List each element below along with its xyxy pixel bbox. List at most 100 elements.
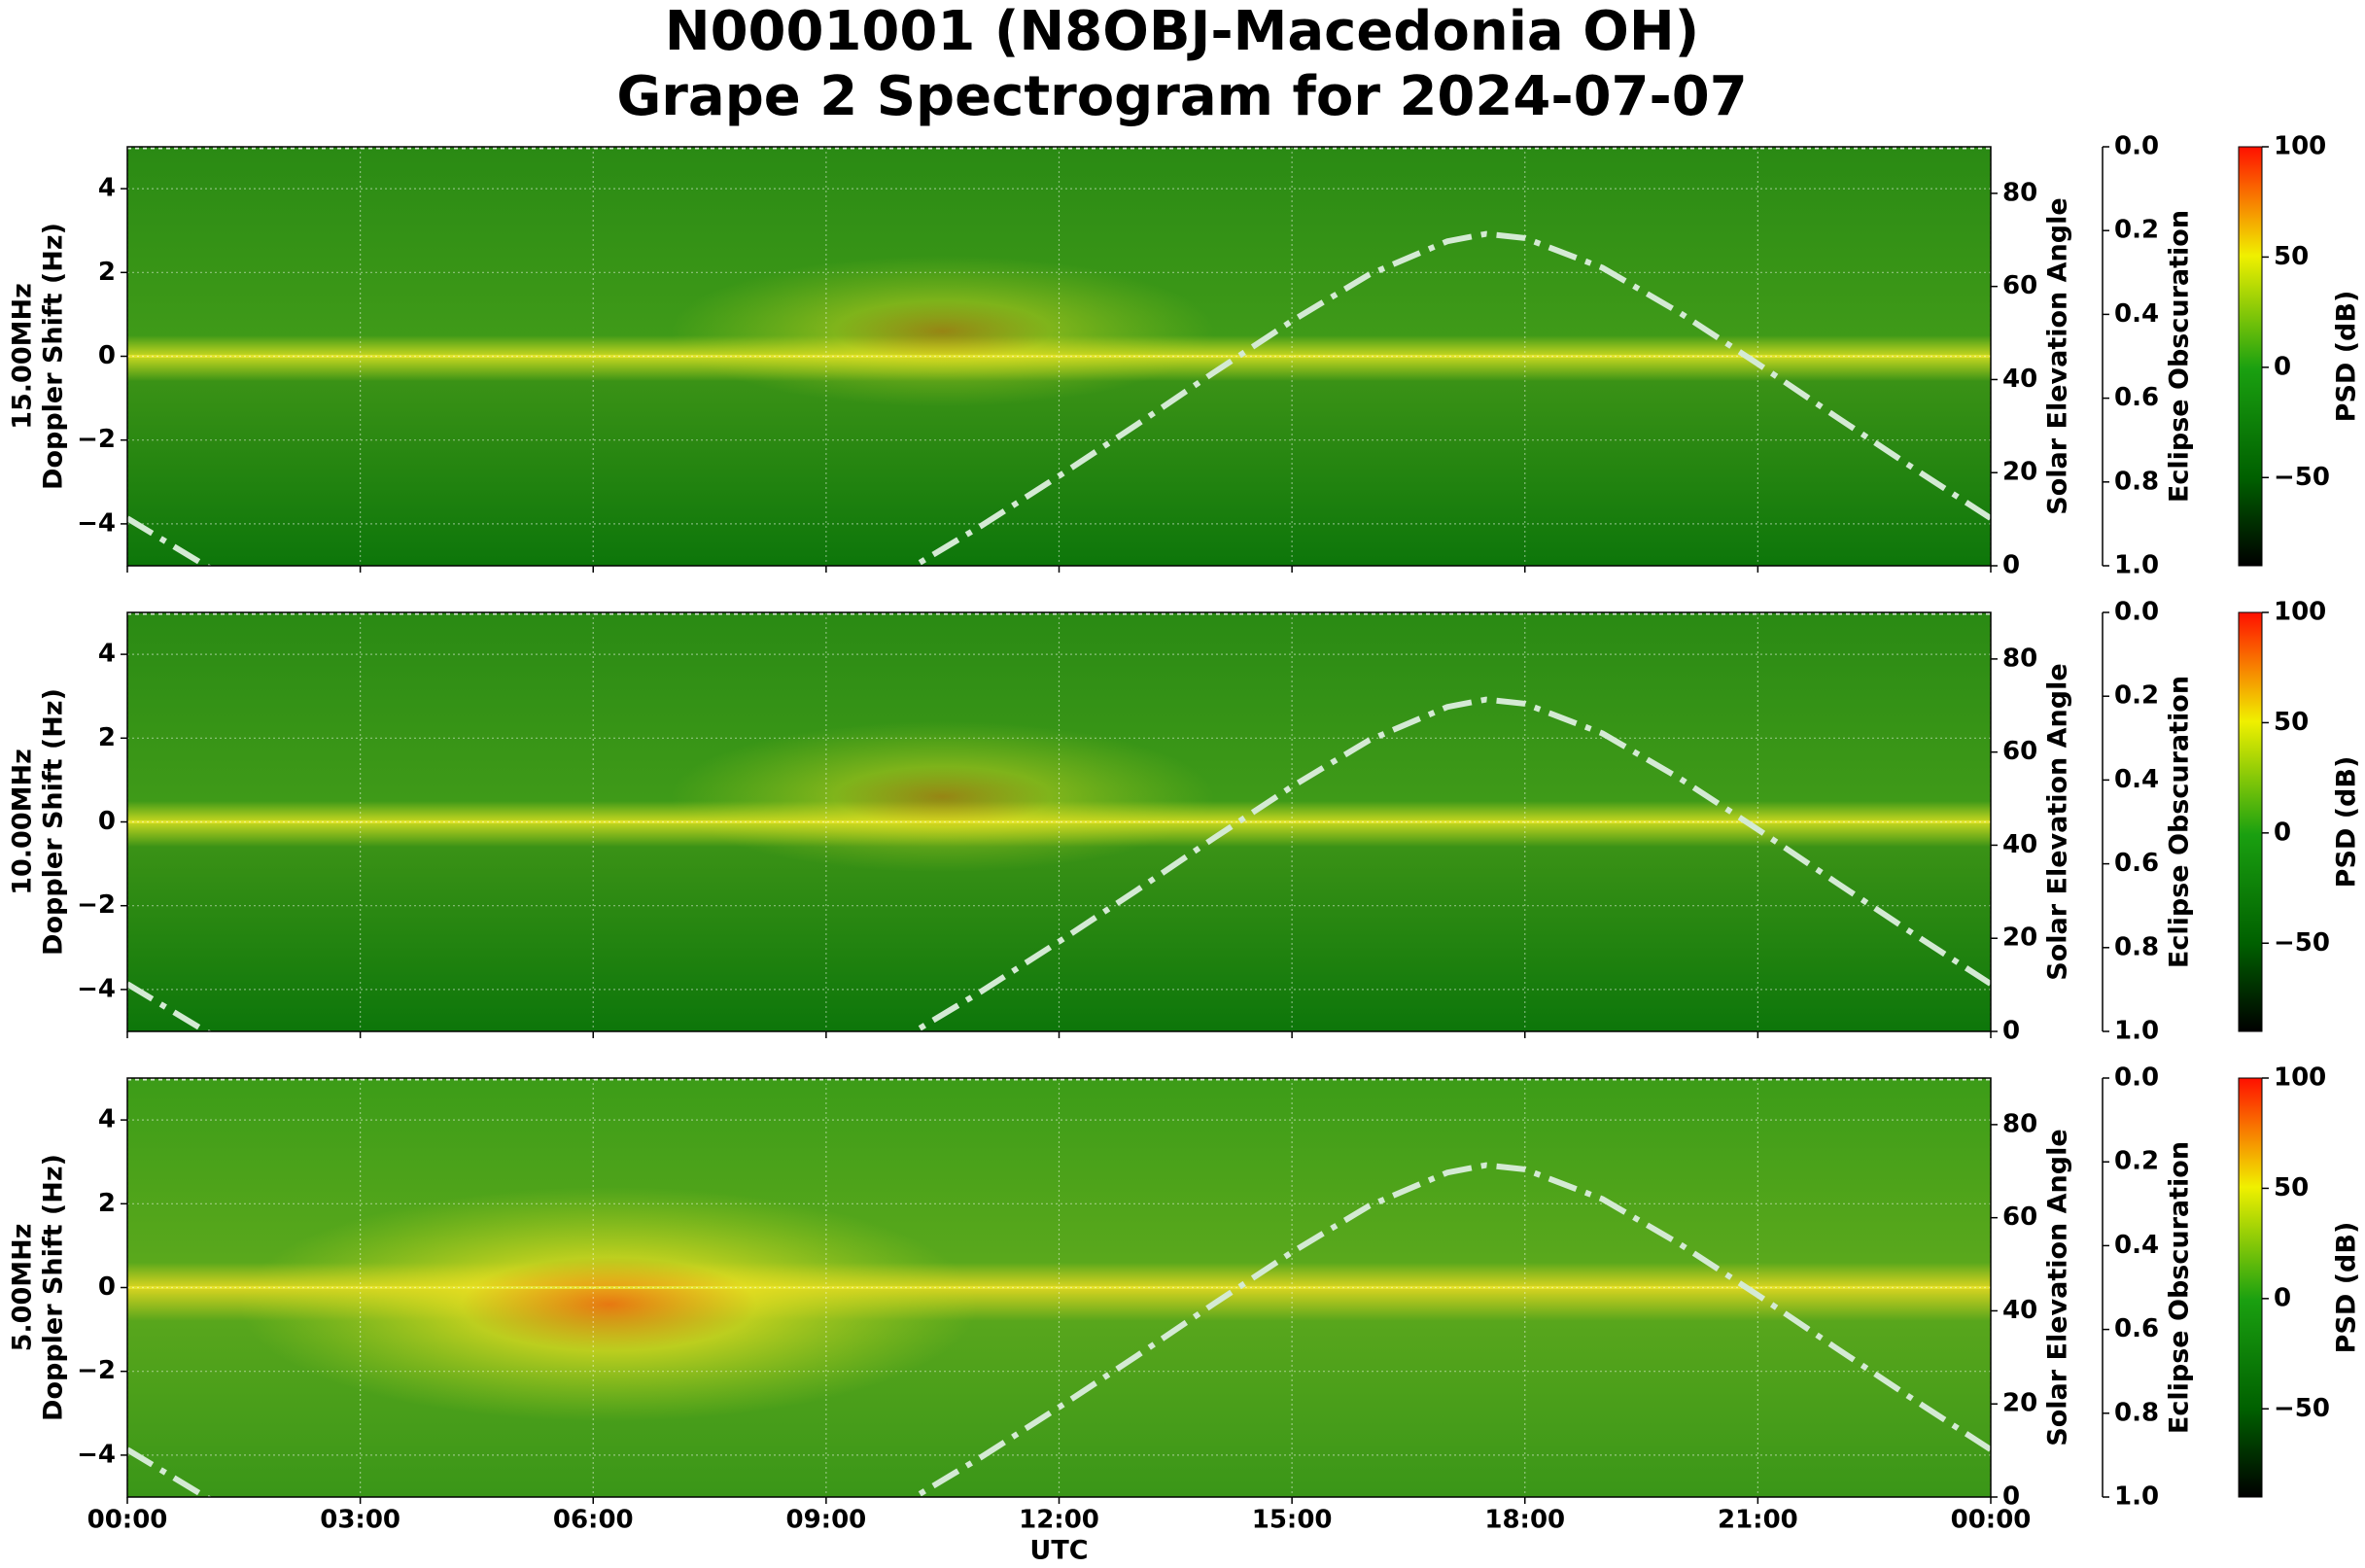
elevation-line (127, 696, 1991, 1031)
y-tick-label: −2 (77, 425, 116, 454)
elevation-line (127, 1162, 1991, 1497)
colorbar-tick-label: −50 (2274, 928, 2330, 958)
eclipse-tick-label: 0.0 (2114, 1063, 2159, 1093)
y2-tick-label: 20 (2002, 923, 2037, 953)
y-tick-label: 2 (98, 258, 116, 287)
eclipse-tick-label: 0.2 (2114, 216, 2159, 245)
x-tick-label: 21:00 (1718, 1506, 1798, 1535)
x-tick-label: 18:00 (1484, 1506, 1565, 1535)
title-line: N0001001 (N8OBJ-Macedonia OH) (665, 0, 1700, 63)
y-tick-label: 2 (98, 1189, 116, 1218)
colorbar-tick-label: −50 (2274, 463, 2330, 492)
y-tick-label: 4 (98, 1105, 116, 1134)
eclipse-tick-label: 0.4 (2114, 1231, 2159, 1260)
colorbar-tick-label: 50 (2274, 708, 2309, 737)
y-tick-label: 0 (98, 1272, 116, 1302)
y-tick-label: 0 (98, 807, 116, 836)
y2-tick-label: 60 (2002, 737, 2037, 766)
colorbar-tick-label: 50 (2274, 242, 2309, 271)
spectrogram-hot (239, 1187, 978, 1422)
elevation-line (127, 230, 1991, 566)
y-tick-label: 2 (98, 723, 116, 752)
y-tick-label: 4 (98, 174, 116, 203)
plot (127, 1078, 1991, 1497)
y2-tick-label: 20 (2002, 458, 2037, 487)
eclipse-tick-label: 0.2 (2114, 1147, 2159, 1176)
y-tick-label: −4 (77, 1440, 116, 1469)
y-tick-label: −2 (77, 1356, 116, 1385)
x-tick-label: 00:00 (1951, 1506, 2032, 1535)
eclipse-tick-label: 1.0 (2114, 1482, 2159, 1512)
y-tick-label: −4 (77, 974, 116, 1003)
eclipse-tick-label: 0.6 (2114, 849, 2159, 878)
y2-tick-label: 0 (2002, 1482, 2020, 1512)
y-tick-label: 0 (98, 341, 116, 370)
y2-tick-label: 40 (2002, 830, 2037, 859)
y2-axis-label: Solar Elevation Angle (2043, 1129, 2073, 1446)
y-axis-label: Doppler Shift (Hz) (39, 1154, 69, 1421)
y-axis-label: Doppler Shift (Hz) (39, 223, 69, 490)
y-axis-label: 5.00MHz (8, 1224, 38, 1352)
eclipse-axis-label: Eclipse Obscuration (2165, 676, 2195, 968)
colorbar-label: PSD (dB) (2332, 756, 2362, 889)
y2-axis-label: Solar Elevation Angle (2043, 663, 2073, 980)
eclipse-tick-label: 0.6 (2114, 383, 2159, 412)
y-axis-label: Doppler Shift (Hz) (39, 688, 69, 956)
colorbar-tick-label: 0 (2274, 818, 2291, 847)
colorbar-tick-label: 50 (2274, 1173, 2309, 1202)
y2-tick-label: 60 (2002, 1202, 2037, 1232)
y2-tick-label: 40 (2002, 1296, 2037, 1325)
colorbar-tick-label: 0 (2274, 1283, 2291, 1312)
eclipse-tick-label: 0.4 (2114, 765, 2159, 794)
eclipse-tick-label: 0.2 (2114, 681, 2159, 711)
x-tick-label: 12:00 (1019, 1506, 1099, 1535)
colorbar (2238, 146, 2263, 567)
colorbar-tick-label: 100 (2274, 598, 2326, 627)
y2-tick-label: 0 (2002, 1017, 2020, 1046)
eclipse-tick-label: 0.8 (2114, 1398, 2159, 1427)
eclipse-tick-label: 1.0 (2114, 1017, 2159, 1046)
y2-tick-label: 60 (2002, 271, 2037, 300)
eclipse-tick-label: 0.6 (2114, 1314, 2159, 1343)
eclipse-axis-label: Eclipse Obscuration (2165, 210, 2195, 503)
colorbar (2238, 1077, 2263, 1498)
plot (127, 147, 1991, 566)
x-tick-label: 15:00 (1252, 1506, 1333, 1535)
y-axis-label: 10.00MHz (8, 749, 38, 895)
eclipse-tick-label: 0.4 (2114, 299, 2159, 329)
eclipse-tick-label: 0.8 (2114, 932, 2159, 961)
y2-tick-label: 0 (2002, 551, 2020, 580)
x-tick-label: 00:00 (87, 1506, 168, 1535)
y2-tick-label: 20 (2002, 1389, 2037, 1418)
colorbar-tick-label: 0 (2274, 352, 2291, 381)
y-tick-label: −2 (77, 890, 116, 920)
y2-tick-label: 80 (2002, 644, 2037, 673)
colorbar (2238, 611, 2263, 1032)
colorbar-tick-label: 100 (2274, 1063, 2326, 1093)
y-tick-label: −4 (77, 508, 116, 538)
y-tick-label: 4 (98, 640, 116, 669)
colorbar-label: PSD (dB) (2332, 1222, 2362, 1354)
colorbar-tick-label: 100 (2274, 132, 2326, 161)
x-tick-label: 06:00 (553, 1506, 634, 1535)
x-axis-label: UTC (1029, 1536, 1088, 1566)
y2-tick-label: 80 (2002, 178, 2037, 207)
plot (127, 612, 1991, 1031)
x-tick-label: 03:00 (320, 1506, 400, 1535)
y2-axis-label: Solar Elevation Angle (2043, 197, 2073, 514)
spectrogram-hot (671, 256, 1215, 407)
y2-tick-label: 40 (2002, 365, 2037, 394)
eclipse-axis-label: Eclipse Obscuration (2165, 1141, 2195, 1434)
title-line: Grape 2 Spectrogram for 2024-07-07 (616, 65, 1747, 128)
eclipse-tick-label: 0.0 (2114, 598, 2159, 627)
eclipse-tick-label: 0.8 (2114, 467, 2159, 496)
colorbar-tick-label: −50 (2274, 1394, 2330, 1423)
y-axis-label: 15.00MHz (8, 283, 38, 430)
y2-tick-label: 80 (2002, 1109, 2037, 1138)
colorbar-label: PSD (dB) (2332, 291, 2362, 423)
eclipse-tick-label: 1.0 (2114, 551, 2159, 580)
eclipse-tick-label: 0.0 (2114, 132, 2159, 161)
spectrogram-hot (671, 721, 1215, 873)
